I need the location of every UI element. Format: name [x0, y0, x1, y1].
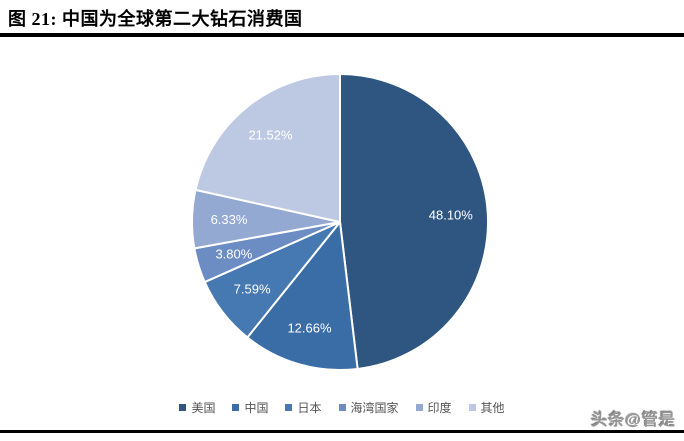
title-divider — [0, 33, 684, 37]
slice-label-china: 12.66% — [287, 321, 332, 336]
figure-title: 图 21: 中国为全球第二大钻石消费国 — [8, 9, 303, 29]
legend-item-other: 其他 — [468, 399, 505, 416]
pie-slice-other — [194, 73, 341, 223]
pie-slice-usa — [339, 73, 489, 370]
legend-item-india: 印度 — [415, 399, 452, 416]
legend-item-gulf-states: 海湾国家 — [338, 399, 399, 416]
legend-item-japan: 日本 — [285, 399, 322, 416]
slice-label-gulf-states: 3.80% — [215, 247, 252, 262]
legend-label-japan: 日本 — [297, 401, 322, 415]
slice-label-india: 6.33% — [211, 212, 248, 227]
legend-label-china: 中国 — [244, 401, 269, 415]
pie-chart-area: 48.10% 12.66% 7.59% 3.80% 6.33% 21.52% — [0, 37, 684, 397]
slice-label-other: 21.52% — [248, 127, 293, 142]
legend-marker-other — [468, 404, 476, 411]
legend-marker-china — [232, 404, 240, 411]
slice-label-japan: 7.59% — [234, 282, 271, 297]
legend-label-usa: 美国 — [191, 401, 216, 415]
pie-slice-china — [246, 221, 359, 371]
legend-label-other: 其他 — [480, 401, 505, 415]
slice-label-usa: 48.10% — [429, 207, 474, 222]
legend-label-gulf-states: 海湾国家 — [350, 401, 399, 415]
legend-marker-india — [415, 404, 423, 411]
legend-item-usa: 美国 — [179, 399, 215, 416]
legend-marker-japan — [285, 404, 293, 411]
watermark: 头条@管是 — [591, 412, 676, 429]
figure-header: 图 21: 中国为全球第二大钻石消费国 — [0, 0, 684, 33]
bottom-divider — [0, 430, 684, 433]
chart-legend: 美国 中国 日本 海湾国家 印度 其他 — [0, 399, 684, 416]
legend-marker-usa — [179, 404, 187, 411]
pie-chart: 48.10% 12.66% 7.59% 3.80% 6.33% 21.52% — [191, 73, 489, 371]
legend-item-china: 中国 — [232, 399, 268, 416]
legend-marker-gulf-states — [338, 404, 346, 411]
legend-label-india: 印度 — [427, 401, 452, 415]
